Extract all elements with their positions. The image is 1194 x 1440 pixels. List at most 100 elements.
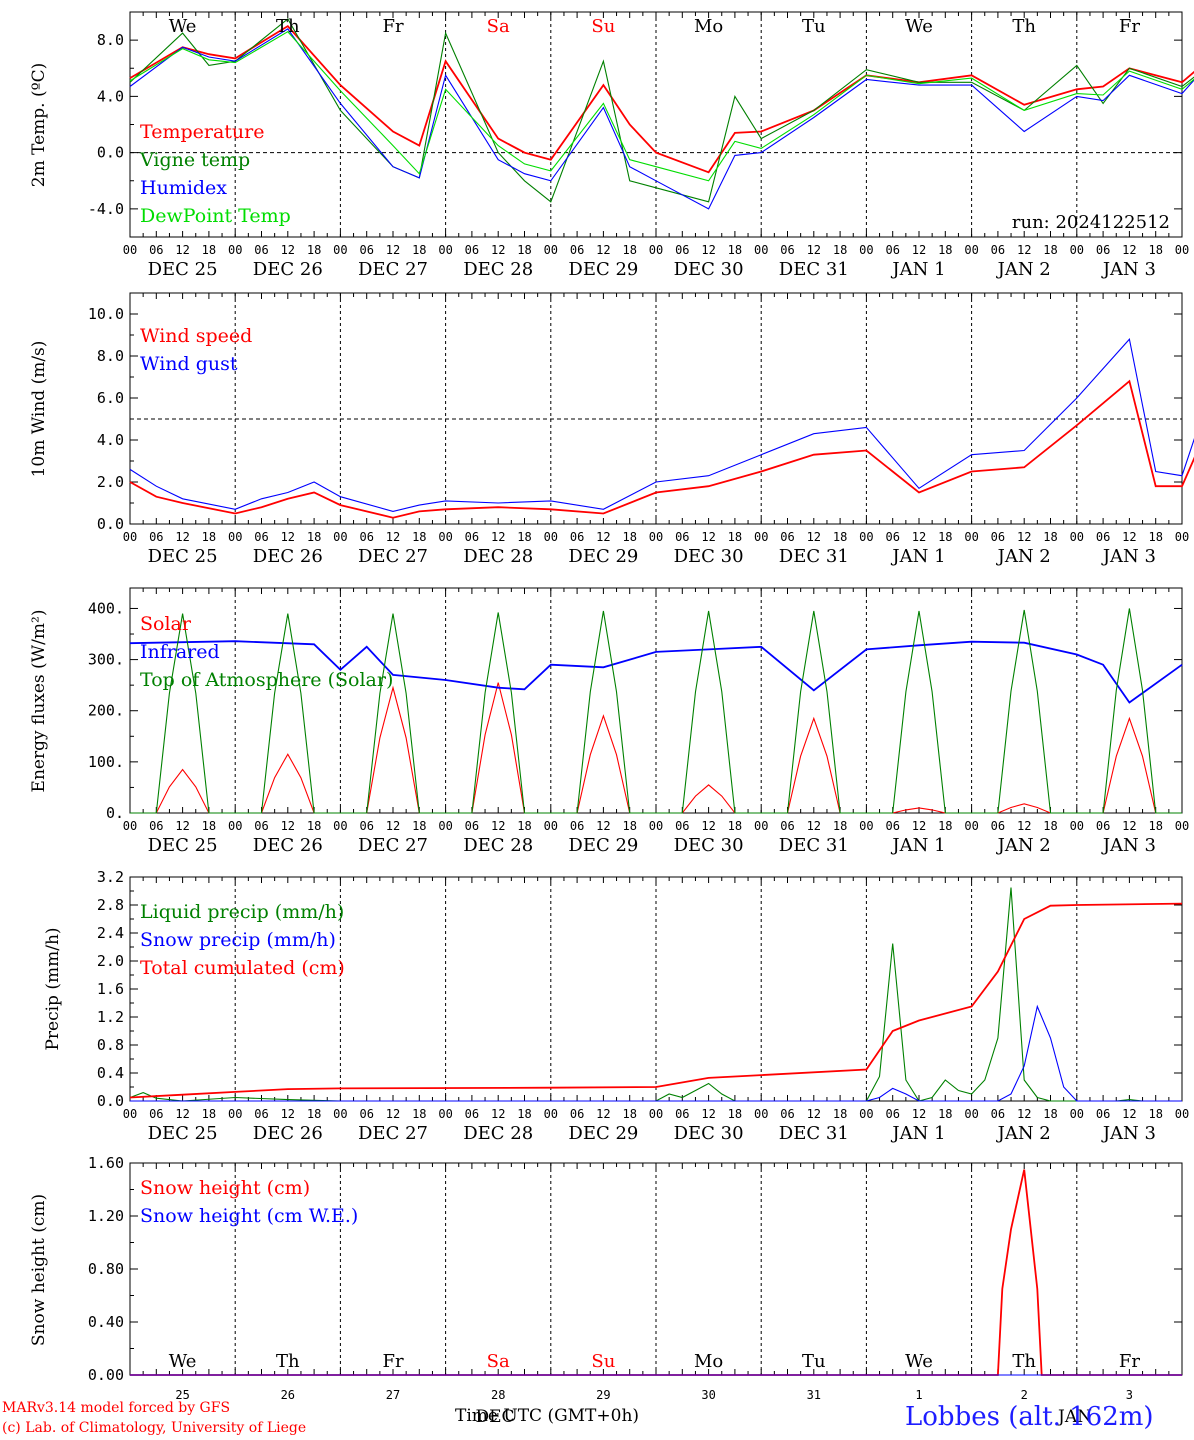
hour-label: 06 (991, 819, 1005, 833)
hour-label: 12 (281, 819, 295, 833)
hour-label: 06 (465, 243, 479, 257)
day-number-label: 29 (596, 1388, 610, 1402)
y-axis-title: Snow height (cm) (29, 1194, 49, 1346)
series-line (130, 1169, 1182, 1376)
hour-label: 12 (1122, 530, 1136, 544)
hour-label: 18 (307, 1107, 321, 1121)
date-label: DEC 30 (674, 546, 744, 567)
hour-label: 06 (359, 530, 373, 544)
weekday-label: Fr (382, 16, 403, 37)
hour-label: 06 (254, 530, 268, 544)
hour-label: 00 (649, 243, 663, 257)
y-tick-label: 0.80 (88, 1260, 124, 1278)
y-tick-label: 0.0 (97, 515, 124, 533)
date-label: DEC 29 (568, 259, 638, 280)
hour-label: 06 (359, 819, 373, 833)
weekday-label: Fr (382, 1351, 403, 1372)
hour-label: 06 (780, 530, 794, 544)
hour-label: 00 (1175, 243, 1189, 257)
hour-label: 18 (833, 530, 847, 544)
legend-entry: Wind speed (140, 325, 252, 347)
weekday-label: Fr (1119, 1351, 1140, 1372)
panel-frame (129, 587, 1183, 814)
day-number-label: 27 (386, 1388, 400, 1402)
hour-label: 18 (1043, 1107, 1057, 1121)
y-tick-label: 2.0 (97, 952, 124, 970)
panel-frame (129, 11, 1183, 238)
series-line (129, 18, 1194, 203)
hour-label: 12 (1017, 819, 1031, 833)
hour-label: 12 (596, 819, 610, 833)
y-tick-label: 0.0 (97, 1092, 124, 1110)
date-label: DEC 29 (568, 546, 638, 567)
weekday-label: We (169, 1351, 197, 1372)
date-label: DEC 29 (568, 835, 638, 856)
legend-entry: DewPoint Temp (140, 205, 291, 227)
hour-label: 18 (202, 1107, 216, 1121)
hour-label: 12 (596, 243, 610, 257)
date-label: DEC 25 (148, 1123, 218, 1144)
date-label: JAN 2 (996, 1123, 1051, 1144)
hour-label: 06 (885, 1107, 899, 1121)
hour-label: 18 (1148, 530, 1162, 544)
hour-label: 00 (544, 819, 558, 833)
weekday-label: Th (1012, 16, 1036, 37)
hour-label: 00 (438, 819, 452, 833)
hour-label: 18 (938, 243, 952, 257)
hour-label: 06 (1096, 819, 1110, 833)
hour-label: 18 (938, 530, 952, 544)
y-axis-title: 2m Temp. (ºC) (29, 63, 49, 188)
hour-label: 18 (1148, 1107, 1162, 1121)
date-label: DEC 31 (779, 835, 849, 856)
y-tick-label: 300. (88, 651, 124, 669)
hour-label: 06 (254, 243, 268, 257)
day-number-label: 1 (915, 1388, 922, 1402)
model-credit: MARv3.14 model forced by GFS (2, 1400, 231, 1416)
hour-label: 18 (622, 1107, 636, 1121)
date-label: DEC 30 (674, 835, 744, 856)
weekday-label: Su (591, 16, 615, 37)
y-tick-label: 0.4 (97, 1064, 124, 1082)
hour-label: 12 (281, 530, 295, 544)
date-label: DEC 31 (779, 1123, 849, 1144)
date-label: JAN 1 (890, 546, 945, 567)
y-tick-label: 2.0 (97, 473, 124, 491)
hour-label: 06 (885, 530, 899, 544)
hour-label: 18 (412, 530, 426, 544)
hour-label: 00 (228, 243, 242, 257)
y-axis-title: Energy fluxes (W/m²) (29, 610, 49, 793)
weekday-label: Su (591, 1351, 615, 1372)
hour-label: 00 (333, 819, 347, 833)
y-tick-label: 3.2 (97, 868, 124, 886)
hour-label: 12 (701, 530, 715, 544)
legend-entry: Snow height (cm) (140, 1177, 310, 1199)
y-tick-label: 2.4 (97, 924, 124, 942)
weekday-label: Th (276, 1351, 300, 1372)
weekday-label: Tu (802, 16, 826, 37)
hour-label: 06 (149, 243, 163, 257)
date-label: DEC 27 (358, 835, 428, 856)
date-label: DEC 30 (674, 259, 744, 280)
hour-label: 18 (833, 243, 847, 257)
y-tick-label: 6.0 (97, 389, 124, 407)
y-axis-title: 10m Wind (m/s) (29, 341, 49, 478)
hour-label: 18 (622, 530, 636, 544)
series-line (129, 338, 1194, 512)
legend-entry: Humidex (140, 177, 227, 199)
date-label: JAN 3 (1101, 1123, 1156, 1144)
hour-label: 18 (517, 1107, 531, 1121)
hour-label: 18 (622, 243, 636, 257)
hour-label: 18 (833, 1107, 847, 1121)
y-tick-label: 1.6 (97, 980, 124, 998)
hour-label: 00 (649, 530, 663, 544)
y-tick-label: 2.8 (97, 896, 124, 914)
hour-label: 12 (912, 819, 926, 833)
hour-label: 18 (833, 819, 847, 833)
hour-label: 06 (570, 243, 584, 257)
y-tick-label: -4.0 (88, 200, 124, 218)
weekday-label: Th (1012, 1351, 1036, 1372)
lab-credit: (c) Lab. of Climatology, University of L… (2, 1420, 307, 1436)
legend-entry: Total cumulated (cm) (140, 957, 345, 979)
hour-label: 06 (780, 819, 794, 833)
weekday-label: Th (276, 16, 300, 37)
